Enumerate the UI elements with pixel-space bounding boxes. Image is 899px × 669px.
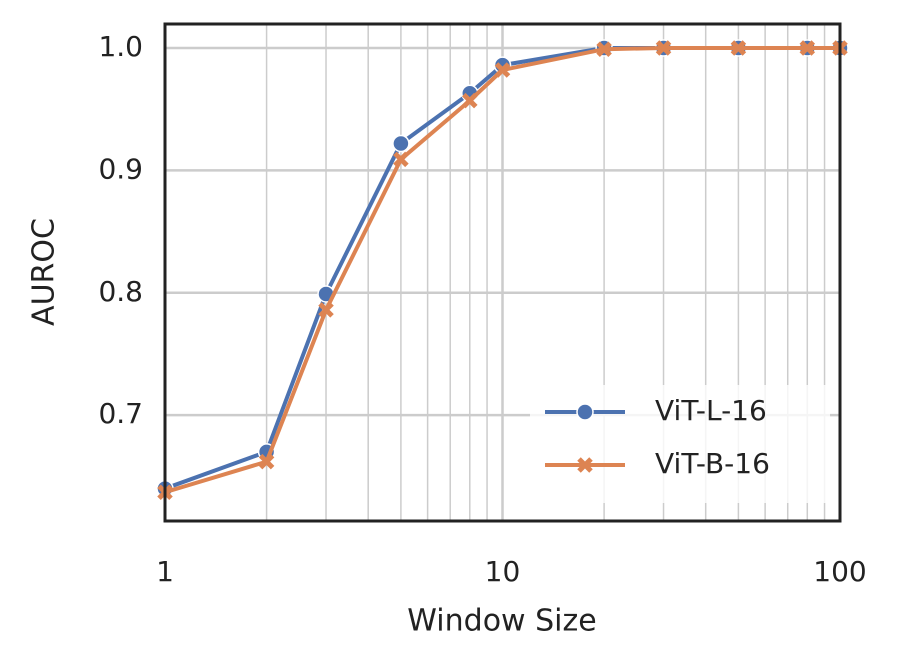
marker	[258, 453, 275, 470]
marker	[655, 40, 672, 56]
x-tick-label: 10	[485, 555, 521, 588]
y-tick-label: 0.7	[98, 397, 143, 430]
legend-marker	[577, 457, 593, 473]
marker	[799, 40, 816, 56]
legend-marker	[576, 403, 594, 421]
marker	[462, 92, 478, 109]
x-tick-label: 100	[813, 555, 866, 588]
y-tick-label: 1.0	[98, 30, 143, 63]
x-tick-label: 1	[156, 555, 174, 588]
marker	[494, 62, 511, 78]
marker	[392, 134, 410, 153]
y-tick-label: 0.9	[98, 152, 143, 185]
y-axis-label: AUROC	[27, 218, 62, 326]
legend-label: ViT-L-16	[655, 394, 767, 427]
legend-label: ViT-B-16	[655, 447, 770, 480]
y-tick-label: 0.8	[98, 275, 143, 308]
x-axis-label: Window Size	[407, 604, 596, 639]
marker	[596, 41, 612, 57]
marker	[730, 40, 747, 56]
marker	[393, 151, 409, 168]
plot-frame	[163, 22, 842, 523]
marker	[318, 302, 334, 318]
legend-box	[530, 385, 830, 503]
